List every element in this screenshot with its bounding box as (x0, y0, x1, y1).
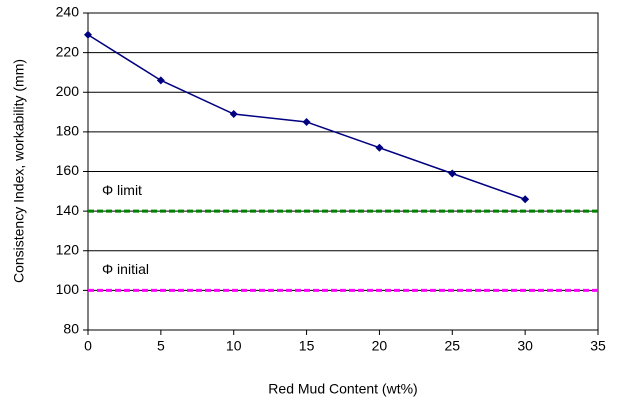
y-tick-label: 200 (56, 83, 80, 99)
y-tick-label: 180 (56, 123, 80, 139)
data-point (375, 143, 384, 152)
y-tick-label: 80 (63, 321, 79, 337)
series-line (87, 34, 526, 200)
y-tick-label: 160 (56, 162, 80, 178)
x-tick-label: 15 (299, 338, 315, 354)
x-tick-label: 30 (517, 338, 533, 354)
line-label: Φ limit (102, 182, 142, 198)
y-tick-label: 120 (56, 241, 80, 257)
data-point (84, 30, 92, 39)
plot-frame (87, 12, 599, 331)
y-tick-label: 140 (56, 202, 80, 218)
y-tick-label: 100 (56, 281, 80, 297)
data-point (448, 169, 457, 178)
y-tick-label: 220 (56, 43, 80, 59)
x-axis-label: Red Mud Content (wt%) (268, 381, 417, 397)
data-point (302, 117, 311, 126)
x-tick-label: 5 (157, 338, 165, 354)
y-axis-label: Consistency Index, workability (mm) (11, 59, 27, 283)
data-point (229, 110, 238, 119)
data-point (156, 76, 165, 85)
x-tick-label: 10 (226, 338, 242, 354)
x-tick-label: 0 (84, 338, 92, 354)
x-tick-label: 25 (444, 338, 460, 354)
y-tick-label: 240 (56, 4, 80, 20)
x-tick-label: 35 (590, 338, 606, 354)
x-tick-label: 20 (372, 338, 388, 354)
data-point (521, 195, 530, 204)
line-label: Φ initial (102, 261, 149, 277)
